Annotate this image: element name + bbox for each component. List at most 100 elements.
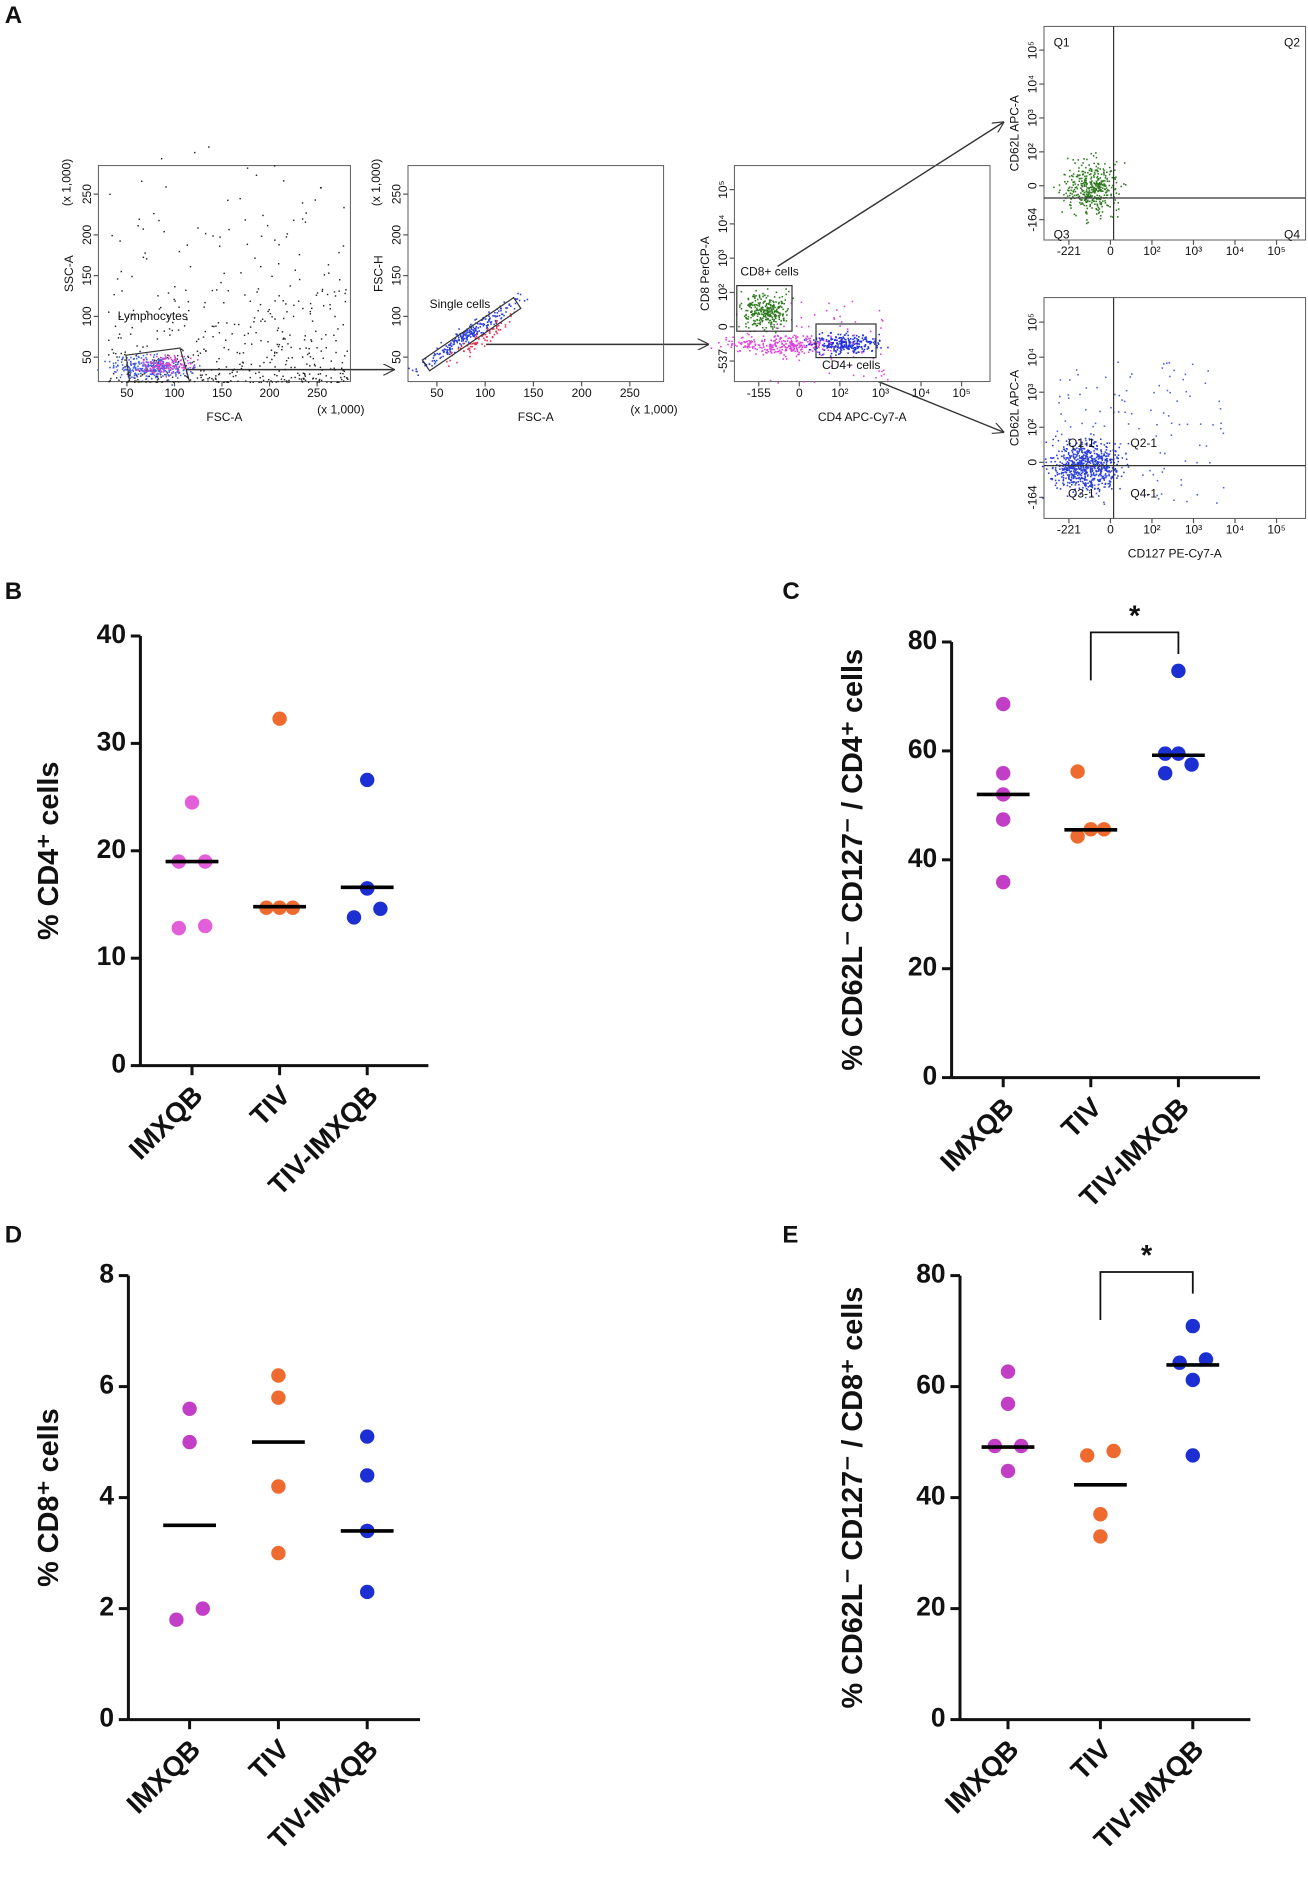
event-dot: [523, 300, 526, 302]
event-dot: [136, 375, 138, 378]
event-dot: [759, 296, 761, 299]
event-dot: [1090, 484, 1092, 486]
event-dot: [1067, 462, 1070, 465]
event-dot: [1097, 465, 1100, 468]
event-dot: [776, 334, 779, 337]
event-dot: [1184, 373, 1187, 376]
event-dot: [473, 348, 476, 350]
event-dot: [128, 369, 131, 372]
event-dot: [1096, 170, 1099, 173]
event-dot: [1093, 474, 1096, 477]
event-dot: [741, 342, 743, 344]
dot: [1106, 1443, 1121, 1459]
event-dot: [1085, 222, 1088, 225]
event-dot: [745, 314, 747, 316]
event-dot: [1107, 470, 1110, 473]
event-dot: [1101, 467, 1103, 470]
event-dot: [833, 316, 835, 319]
event-dot: [1218, 400, 1221, 403]
event-dot: [801, 341, 804, 344]
event-dot: [335, 339, 337, 342]
event-dot: [751, 304, 754, 307]
event-dot: [1100, 438, 1102, 440]
gate: [736, 285, 793, 332]
event-dot: [162, 367, 165, 370]
event-dot: [318, 378, 321, 381]
event-dot: [310, 340, 313, 343]
event-dot: [1084, 451, 1087, 453]
event-dot: [1109, 461, 1112, 464]
event-dot: [189, 266, 192, 268]
event-dot: [1073, 181, 1076, 183]
event-dot: [1125, 458, 1128, 461]
event-dot: [293, 304, 295, 307]
event-dot: [343, 355, 346, 357]
event-dot: [446, 353, 449, 355]
event-dot: [749, 304, 752, 306]
event-dot: [480, 319, 483, 322]
event-dot: [1106, 458, 1108, 460]
event-dot: [227, 290, 230, 292]
event-dot: [800, 342, 802, 344]
event-dot: [149, 373, 152, 375]
event-dot: [196, 377, 199, 379]
event-dot: [801, 350, 803, 353]
event-dot: [185, 289, 187, 292]
event-dot: [166, 372, 169, 374]
event-dot: [526, 298, 529, 301]
event-dot: [854, 346, 857, 349]
event-dot: [780, 323, 782, 326]
event-dot: [494, 320, 497, 323]
event-dot: [255, 331, 257, 334]
event-dot: [758, 294, 761, 296]
event-dot: [184, 358, 187, 360]
event-dot: [1070, 189, 1072, 192]
event-dot: [111, 348, 113, 351]
event-dot: [1072, 190, 1074, 192]
event-dot: [119, 240, 121, 242]
event-dot: [147, 365, 150, 368]
event-dot: [183, 369, 185, 371]
event-dot: [201, 379, 204, 381]
dot: [1185, 1318, 1200, 1334]
event-dot: [1050, 460, 1053, 463]
gate: [125, 347, 191, 383]
event-dot: [1072, 481, 1074, 484]
event-dot: [330, 360, 333, 362]
event-dot: [1099, 455, 1102, 458]
event-dot: [169, 334, 171, 336]
event-dot: [241, 361, 244, 364]
event-dot: [1097, 187, 1099, 189]
event-dot: [1091, 486, 1094, 489]
event-dot: [1085, 452, 1088, 454]
event-dot: [1170, 422, 1173, 425]
event-dot: [772, 348, 774, 351]
event-dot: [751, 313, 754, 316]
event-dot: [309, 365, 311, 367]
event-dot: [857, 339, 860, 342]
event-dot: [1105, 463, 1108, 466]
event-dot: [1059, 468, 1061, 470]
event-dot: [1083, 185, 1086, 187]
event-dot: [1088, 187, 1090, 189]
event-dot: [775, 320, 777, 323]
event-dot: [154, 365, 157, 367]
event-dot: [434, 361, 437, 363]
event-dot: [1062, 482, 1064, 485]
event-dot: [841, 344, 843, 347]
event-dot: [1090, 184, 1093, 186]
event-dot: [1067, 481, 1069, 484]
event-dot: [145, 367, 147, 369]
event-dot: [767, 350, 769, 353]
event-dot: [129, 333, 132, 335]
event-dot: [466, 329, 469, 332]
event-dot: [752, 323, 755, 325]
event-dot: [271, 275, 273, 278]
event-dot: [187, 362, 190, 365]
event-dot: [192, 354, 195, 356]
event-dot: [792, 349, 794, 352]
event-dot: [263, 361, 265, 364]
event-dot: [776, 323, 778, 326]
dot: [373, 901, 388, 916]
event-dot: [1116, 457, 1119, 460]
